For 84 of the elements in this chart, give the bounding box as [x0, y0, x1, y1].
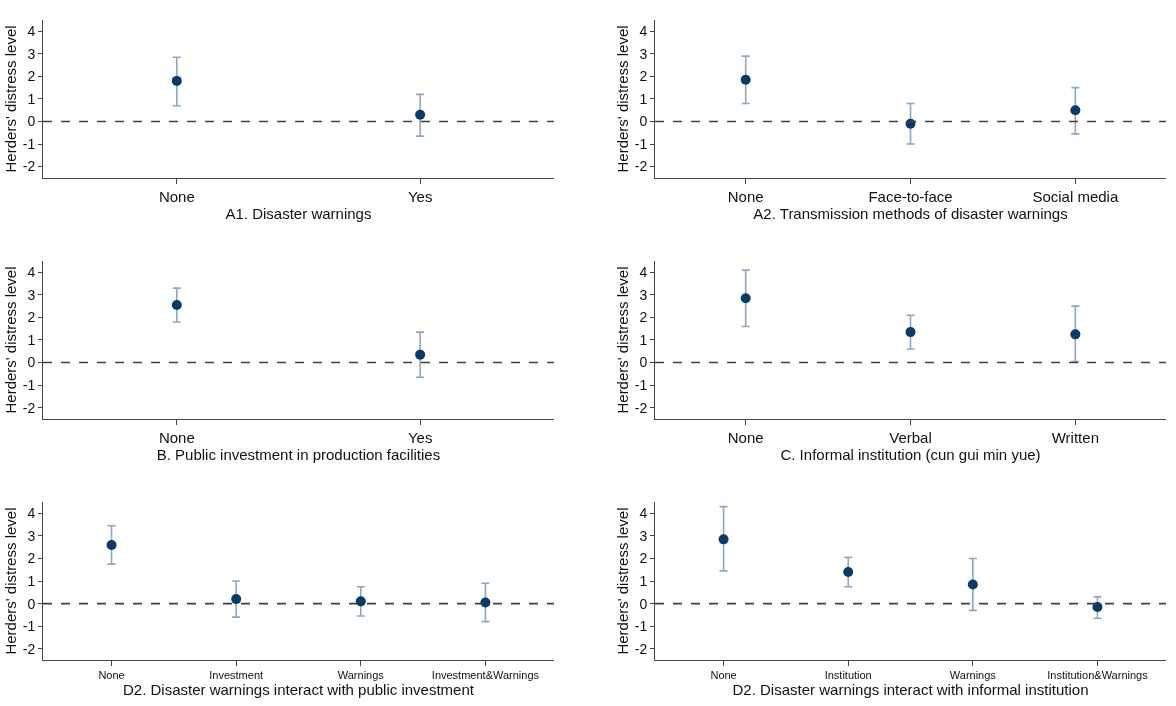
y-tick-label: 0 [27, 595, 36, 612]
y-tick-label: 3 [639, 45, 648, 62]
y-tick-label: -2 [634, 399, 648, 416]
y-tick-label: -2 [22, 158, 36, 175]
x-tick-label: None [727, 428, 764, 446]
point [843, 567, 854, 578]
y-tick-label: 2 [639, 68, 648, 85]
point [967, 579, 978, 590]
y-tick-label: -2 [22, 640, 36, 657]
y-tick-label: 4 [639, 505, 648, 522]
y-tick-label: -1 [634, 135, 648, 152]
x-axis-title: B. Public investment in production facilities [156, 445, 441, 463]
y-tick-label: 4 [27, 264, 36, 281]
x-tick-label: Social media [1032, 187, 1119, 205]
y-axis-title: Herders' distress level [614, 25, 632, 173]
point [905, 327, 916, 338]
y-tick-label: 2 [639, 550, 648, 567]
y-tick-label: 2 [639, 309, 648, 326]
y-tick-label: 3 [639, 286, 648, 303]
x-tick-label: Face-to-face [868, 187, 953, 205]
y-tick-label: 1 [639, 90, 648, 107]
point [231, 594, 242, 605]
x-tick-label: Institution [824, 669, 872, 682]
point [740, 74, 751, 85]
x-tick-label: Verbal [889, 428, 932, 446]
y-axis-title: Herders' distress level [2, 507, 19, 655]
x-axis-title: D2. Disaster warnings interact with informal institution [732, 681, 1089, 699]
y-tick-label: 0 [27, 113, 36, 130]
x-tick-label: Yes [407, 428, 433, 446]
y-tick-label: 2 [27, 68, 36, 85]
point [1070, 105, 1081, 116]
point [1070, 329, 1081, 340]
y-tick-label: 0 [27, 354, 36, 371]
y-tick-label: 4 [27, 23, 36, 40]
y-axis-title: Herders' distress level [2, 25, 19, 173]
y-tick-label: 1 [27, 331, 36, 348]
x-tick-label: Investment [209, 669, 264, 682]
point [718, 534, 729, 545]
y-tick-label: 1 [27, 90, 36, 107]
point [1092, 602, 1103, 612]
x-tick-label: None [158, 187, 195, 205]
y-tick-label: -1 [22, 377, 36, 394]
x-tick-label: Warnings [949, 669, 997, 682]
y-tick-label: 2 [27, 309, 36, 326]
point [355, 596, 366, 607]
x-tick-label: Yes [407, 187, 433, 205]
y-tick-label: 0 [639, 113, 648, 130]
y-axis-title: Herders' distress level [614, 266, 632, 414]
x-tick-label: None [727, 187, 764, 205]
y-tick-label: -1 [634, 618, 648, 635]
y-tick-label: 3 [27, 286, 36, 303]
x-axis-title: C. Informal institution (cun gui min yue) [780, 445, 1041, 463]
point [740, 293, 751, 304]
x-tick-label: None [158, 428, 195, 446]
y-tick-label: 2 [27, 550, 36, 567]
y-tick-label: 4 [639, 23, 648, 40]
y-tick-label: 3 [639, 527, 648, 544]
y-tick-label: -1 [22, 618, 36, 635]
x-tick-label: None [710, 669, 737, 682]
x-tick-label: Warnings [337, 669, 385, 682]
x-tick-label: Written [1051, 428, 1099, 446]
y-tick-label: -1 [22, 135, 36, 152]
x-axis-title: A2. Transmission methods of disaster warnings [753, 204, 1068, 222]
y-axis-title: Herders' distress level [614, 507, 632, 655]
y-tick-label: 1 [27, 572, 36, 589]
y-axis-title: Herders' distress level [2, 266, 19, 414]
y-tick-label: -2 [22, 399, 36, 416]
x-tick-label: None [98, 669, 125, 682]
y-tick-label: 0 [639, 354, 648, 371]
point [106, 539, 117, 550]
y-tick-label: -2 [634, 640, 648, 657]
y-tick-label: 3 [27, 45, 36, 62]
y-tick-label: 3 [27, 527, 36, 544]
x-axis-title: A1. Disaster warnings [225, 204, 372, 222]
x-tick-label: Institution&Warnings [1047, 669, 1149, 682]
y-tick-label: 1 [639, 572, 648, 589]
y-tick-label: 4 [639, 264, 648, 281]
y-tick-label: -2 [634, 158, 648, 175]
y-tick-label: 4 [27, 505, 36, 522]
x-axis-title: D2. Disaster warnings interact with public investment [122, 681, 475, 699]
y-tick-label: 0 [639, 595, 648, 612]
x-tick-label: Investment&Warnings [431, 669, 540, 682]
y-tick-label: 1 [639, 331, 648, 348]
y-tick-label: -1 [634, 377, 648, 394]
